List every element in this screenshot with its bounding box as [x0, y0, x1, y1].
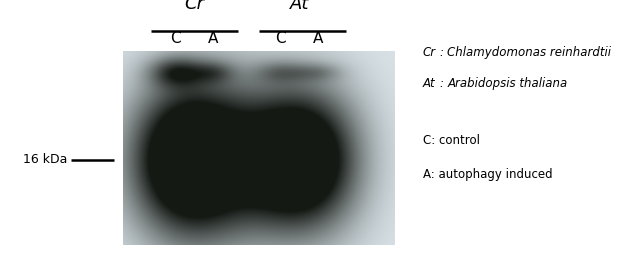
Text: :: : [440, 77, 448, 90]
Text: Chlamydomonas reinhardtii: Chlamydomonas reinhardtii [447, 46, 611, 59]
Text: A: autophagy induced: A: autophagy induced [423, 168, 552, 181]
Text: Arabidopsis thaliana: Arabidopsis thaliana [447, 77, 568, 90]
Text: :: : [440, 46, 448, 59]
Text: At: At [423, 77, 435, 90]
Text: A: A [313, 31, 323, 46]
Text: Cr: Cr [423, 46, 436, 59]
Text: At: At [289, 0, 309, 13]
Text: C: control: C: control [423, 134, 479, 147]
Text: Cr: Cr [184, 0, 204, 13]
Text: A: A [208, 31, 218, 46]
Bar [123, 52, 395, 245]
Text: C: C [170, 31, 181, 46]
Text: 16 kDa: 16 kDa [23, 154, 68, 166]
Text: C: C [275, 31, 286, 46]
